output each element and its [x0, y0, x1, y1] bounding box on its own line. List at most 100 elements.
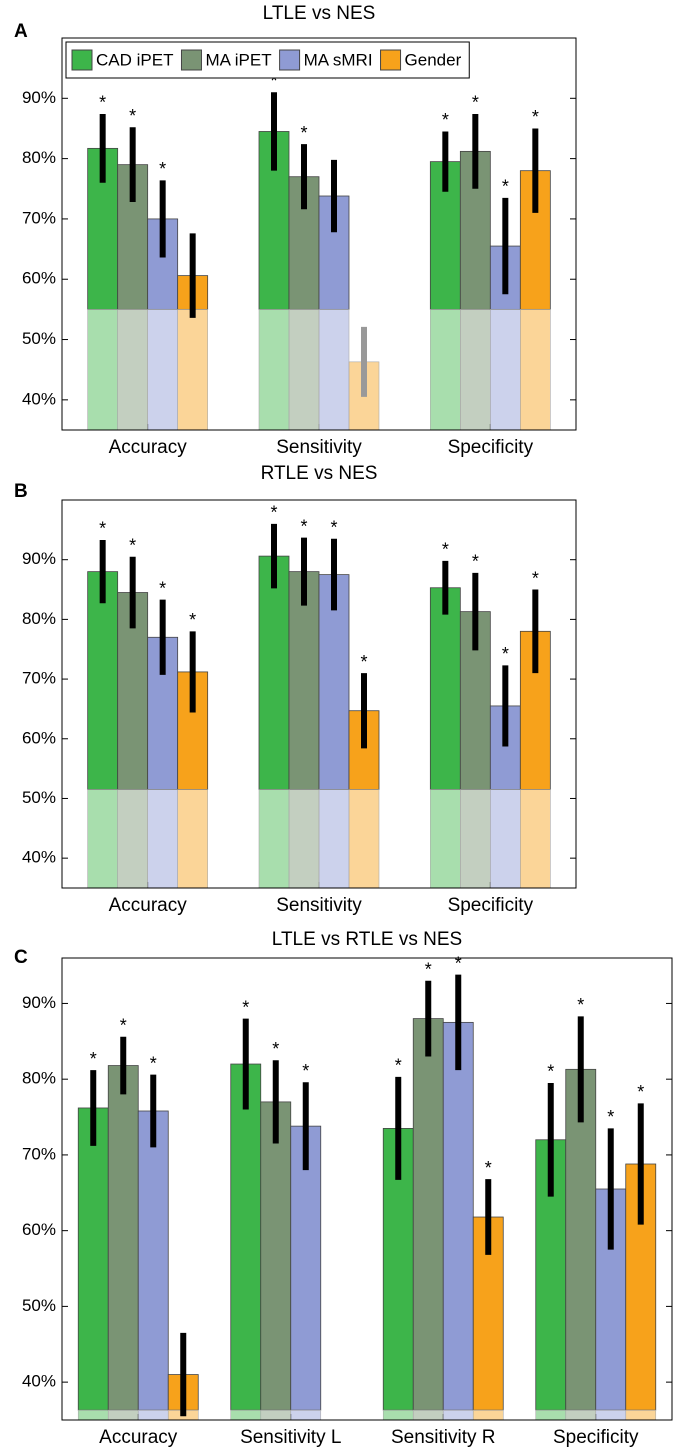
- significance-marker: *: [300, 516, 307, 536]
- significance-marker: *: [607, 1107, 614, 1127]
- bar-below-chance: [348, 789, 380, 889]
- bar-below-chance: [77, 1409, 109, 1421]
- bar: [258, 555, 290, 790]
- bar-below-chance: [382, 1409, 414, 1421]
- bar-below-chance: [230, 1409, 262, 1421]
- y-tick-label: 90%: [22, 88, 56, 107]
- bar-below-chance: [412, 1409, 444, 1421]
- y-tick-label: 70%: [22, 208, 56, 227]
- y-tick-label: 60%: [22, 269, 56, 288]
- bar-below-chance: [290, 1409, 322, 1421]
- axes-frame: [61, 37, 577, 431]
- bar-below-chance: [472, 1409, 504, 1421]
- legend-label: MA iPET: [205, 50, 271, 69]
- bar-below-chance: [430, 309, 461, 431]
- y-tick-label: 60%: [22, 1220, 56, 1239]
- x-tick-label: Sensitivity: [276, 895, 362, 916]
- bar-below-chance: [107, 1409, 139, 1421]
- bar: [107, 1065, 139, 1411]
- significance-marker: *: [532, 107, 539, 127]
- chart-title: LTLE vs RTLE vs NES: [272, 929, 462, 950]
- significance-marker: *: [242, 997, 249, 1017]
- bar-below-chance: [137, 1409, 169, 1421]
- bar-below-chance: [318, 309, 350, 431]
- chart-title: LTLE vs NES: [263, 3, 376, 24]
- bar-below-chance: [117, 309, 148, 431]
- bar-below-chance: [258, 309, 290, 431]
- bar-below-chance: [490, 789, 521, 889]
- legend-label: CAD iPET: [96, 50, 173, 69]
- x-tick-label: Accuracy: [109, 437, 188, 458]
- y-tick-label: 80%: [22, 148, 56, 167]
- x-tick-label: Specificity: [553, 1427, 639, 1448]
- x-tick-label: Sensitivity: [276, 437, 362, 458]
- legend-swatch: [180, 49, 202, 71]
- bar-below-chance: [430, 789, 461, 889]
- bar: [260, 1101, 292, 1411]
- bar-below-chance: [595, 1409, 627, 1421]
- x-tick-label: Accuracy: [109, 895, 188, 916]
- significance-marker: *: [330, 518, 337, 538]
- legend-swatch: [380, 49, 402, 71]
- significance-marker: *: [532, 568, 539, 588]
- bar-below-chance: [87, 309, 118, 431]
- significance-marker: *: [455, 953, 462, 973]
- significance-marker: *: [502, 177, 509, 197]
- bar: [77, 1107, 109, 1411]
- y-tick-label: 80%: [22, 1069, 56, 1088]
- bar: [290, 1125, 322, 1411]
- y-tick-label: 40%: [22, 1372, 56, 1391]
- x-tick-label: Sensitivity R: [391, 1427, 496, 1448]
- bar: [137, 1110, 169, 1411]
- significance-marker: *: [99, 93, 106, 113]
- bar: [489, 705, 521, 790]
- panel-label: A: [14, 21, 28, 42]
- significance-marker: *: [442, 110, 449, 130]
- bar-below-chance: [490, 309, 521, 431]
- significance-marker: *: [395, 1056, 402, 1076]
- bar-below-chance: [147, 789, 178, 889]
- significance-marker: *: [425, 959, 432, 979]
- significance-marker: *: [442, 540, 449, 560]
- panel-label: C: [14, 947, 28, 968]
- y-tick-label: 70%: [22, 669, 56, 688]
- bar-below-chance: [87, 789, 118, 889]
- bar-below-chance: [520, 789, 551, 889]
- significance-marker: *: [577, 995, 584, 1015]
- legend: CAD iPET MA iPET MA sMRI Gender: [65, 41, 470, 79]
- y-tick-label: 90%: [22, 549, 56, 568]
- bar-below-chance: [177, 309, 208, 431]
- bar-below-chance: [117, 789, 148, 889]
- significance-marker: *: [129, 535, 136, 555]
- bar-below-chance: [535, 1409, 567, 1421]
- significance-marker: *: [159, 578, 166, 598]
- x-tick-label: Sensitivity L: [240, 1427, 341, 1448]
- bar-below-chance: [258, 789, 290, 889]
- bar-below-chance: [177, 789, 208, 889]
- significance-marker: *: [637, 1082, 644, 1102]
- x-tick-label: Specificity: [448, 437, 534, 458]
- bar-below-chance: [260, 1409, 292, 1421]
- legend-label: MA sMRI: [304, 50, 373, 69]
- significance-marker: *: [90, 1049, 97, 1069]
- significance-marker: *: [159, 159, 166, 179]
- significance-marker: *: [270, 503, 277, 523]
- y-tick-label: 50%: [22, 1296, 56, 1315]
- y-tick-label: 50%: [22, 788, 56, 807]
- legend-swatch: [71, 49, 93, 71]
- y-tick-label: 60%: [22, 728, 56, 747]
- legend-box: [65, 41, 470, 79]
- x-tick-label: Accuracy: [99, 1427, 178, 1448]
- y-tick-label: 70%: [22, 1144, 56, 1163]
- bar: [442, 1021, 474, 1411]
- significance-marker: *: [472, 93, 479, 113]
- bar-below-chance: [625, 1409, 657, 1421]
- chart-title: RTLE vs NES: [261, 463, 378, 484]
- legend-swatch: [279, 49, 301, 71]
- bar-below-chance: [288, 789, 320, 889]
- significance-marker: *: [99, 519, 106, 539]
- significance-marker: *: [189, 610, 196, 630]
- bar-below-chance: [288, 309, 320, 431]
- bar: [288, 571, 320, 790]
